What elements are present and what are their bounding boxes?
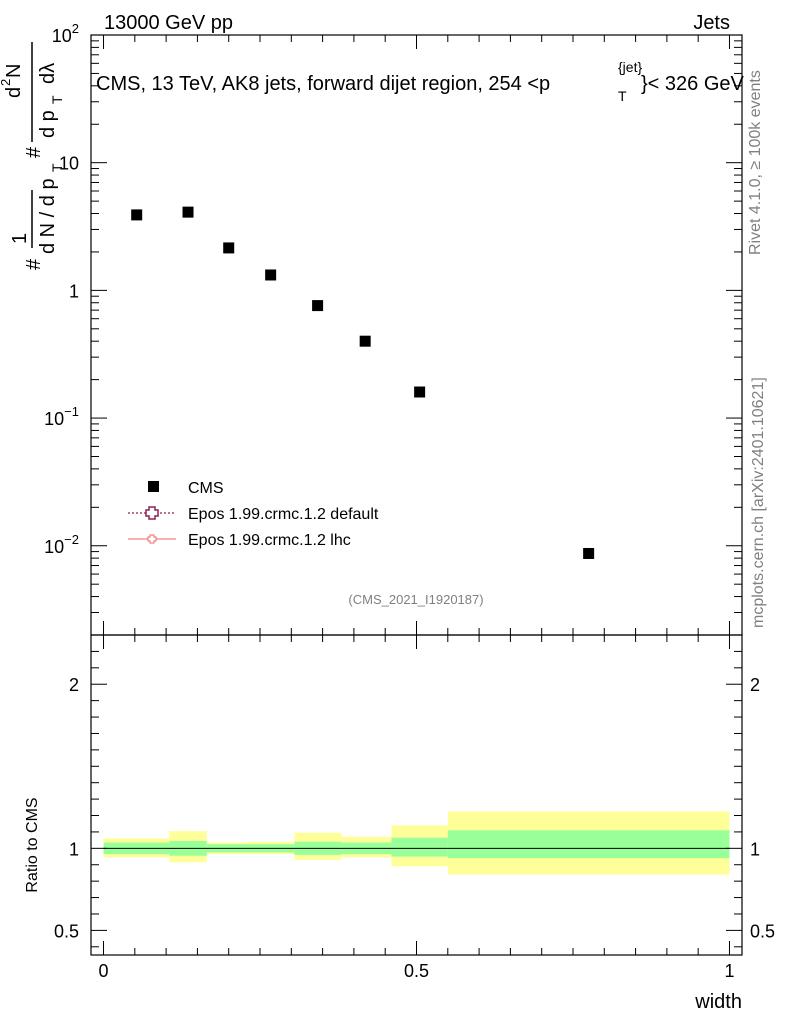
legend-epos-default-marker — [145, 506, 159, 520]
y-label-one: 1 — [9, 233, 31, 244]
ratio-y-tick-label-left: 0.5 — [54, 921, 79, 941]
main-panel: 10−2 10−1 1 10 102 — [44, 21, 743, 636]
ratio-y-tick-label-right: 1 — [750, 839, 760, 859]
plot-title-subscript: T — [618, 88, 627, 104]
cms-data-point — [359, 335, 371, 347]
cms-data-point — [312, 300, 324, 312]
ratio-y-tick-label-right: 2 — [750, 675, 760, 695]
analysis-id: (CMS_2021_I1920187) — [348, 592, 483, 607]
ratio-green-band — [391, 837, 448, 857]
ratio-green-band — [447, 830, 730, 859]
cms-data-point — [223, 242, 235, 254]
process-label: 13000 GeV pp — [104, 12, 233, 34]
plot-title-suffix: }< 326 GeV — [641, 73, 745, 95]
main-y-tick-label: 102 — [52, 21, 79, 46]
cms-data-point — [182, 206, 194, 218]
y-label-dndpt: d N / d p — [37, 178, 59, 254]
main-y-tick-label: 1 — [69, 281, 79, 301]
ratio-panel: 0.5 0.51 12 2 0 0.5 1 — [54, 634, 775, 981]
legend: CMS Epos 1.99.crmc.1.2 default Epos 1.99… — [128, 480, 379, 549]
x-tick-label: 0 — [99, 961, 109, 981]
y-label-t-1: T — [49, 163, 65, 172]
ratio-frame — [90, 634, 743, 956]
cms-data-point — [131, 209, 143, 221]
y-label-dlambda: dλ — [37, 63, 59, 84]
main-axis-ticks — [91, 35, 742, 636]
y-label-t-2: T — [49, 95, 65, 104]
x-tick-label: 0.5 — [404, 961, 429, 981]
x-tick-label: 1 — [724, 961, 734, 981]
y-label-d2n-n: N — [3, 64, 25, 78]
y-label-hash-1: # — [23, 258, 45, 270]
main-y-tick-label: 10 — [59, 154, 79, 174]
rivet-version-text: Rivet 4.1.0, ≥ 100k events — [747, 70, 764, 255]
ratio-axis-label: Ratio to CMS — [24, 797, 41, 892]
cms-data-point — [414, 386, 426, 398]
plot-title-prefix: CMS, 13 TeV, AK8 jets, forward dijet reg… — [96, 73, 550, 95]
y-axis-label: # 1 d N / d p T # d 2 N d p T dλ — [0, 42, 65, 270]
y-label-d2n-exponent: 2 — [0, 79, 13, 86]
ratio-y-tick-label-right: 0.5 — [750, 921, 775, 941]
plot-title: CMS, 13 TeV, AK8 jets, forward dijet reg… — [96, 59, 745, 104]
legend-cms-marker — [148, 481, 159, 492]
cms-data-points — [131, 206, 595, 559]
category-label: Jets — [693, 12, 730, 34]
mcplots-reference-text: mcplots.cern.ch [arXiv:2401.10621] — [750, 377, 767, 628]
ratio-y-tick-labels: 0.5 0.5 1 1 2 2 — [54, 675, 775, 941]
x-tick-labels: 0 0.5 1 — [99, 961, 735, 981]
x-axis-label: width — [694, 991, 742, 1013]
y-label-hash-2: # — [23, 146, 45, 158]
legend-epos-default-label: Epos 1.99.crmc.1.2 default — [188, 506, 379, 523]
legend-cms-label: CMS — [188, 480, 224, 497]
cms-data-point — [583, 547, 595, 559]
y-label-dpt: d p — [37, 110, 59, 138]
ratio-y-tick-label-left: 2 — [69, 675, 79, 695]
main-y-tick-label: 10−1 — [44, 404, 79, 429]
ratio-y-tick-label-left: 1 — [69, 839, 79, 859]
cms-data-point — [265, 269, 277, 281]
ratio-axis-ticks — [91, 635, 742, 955]
legend-epos-lhc-marker — [147, 534, 157, 544]
y-label-d2n-d: d — [3, 87, 25, 98]
plot-title-superscript: {jet} — [618, 59, 642, 75]
main-y-tick-label: 10−2 — [44, 532, 79, 557]
main-y-tick-labels: 10−2 10−1 1 10 102 — [44, 21, 79, 557]
legend-epos-lhc-label: Epos 1.99.crmc.1.2 lhc — [188, 532, 351, 549]
ratio-uncertainty-bands — [103, 811, 730, 875]
